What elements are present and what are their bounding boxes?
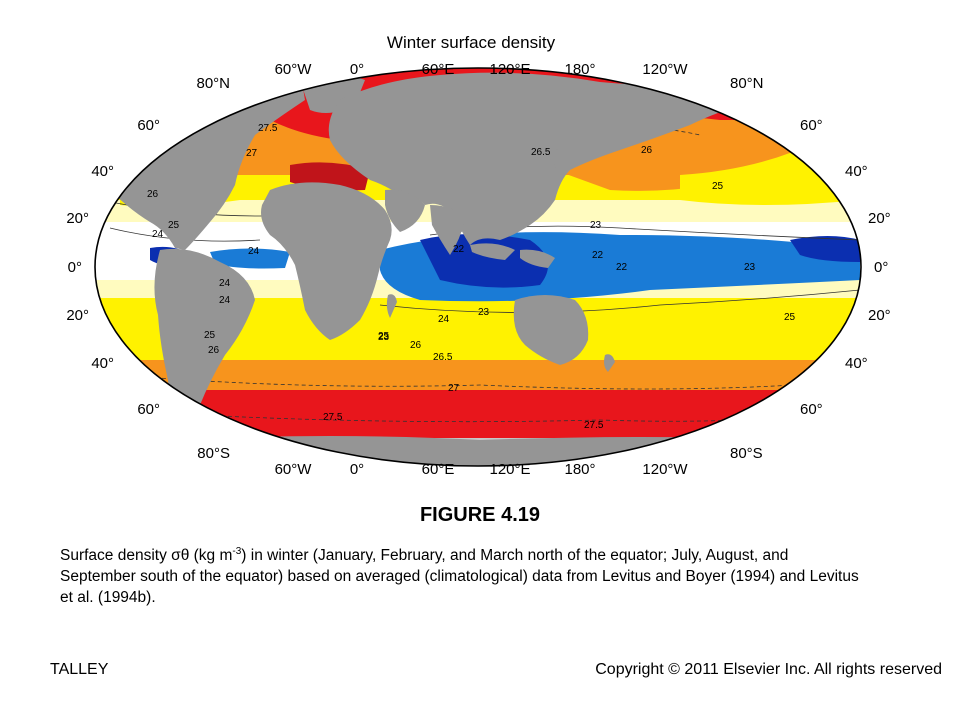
lon-label: 60°E — [422, 61, 455, 78]
contour-label: 24 — [152, 229, 164, 240]
world-density-map: Winter surface density — [66, 33, 891, 478]
contour-label: 25 — [784, 312, 796, 323]
lat-label: 20° — [868, 210, 891, 227]
lat-label: 40° — [845, 163, 868, 180]
contour-label: 27 — [246, 148, 258, 159]
contour-label: 24 — [438, 314, 450, 325]
contour-label: 27.5 — [584, 420, 604, 431]
lat-label: 80°S — [730, 445, 763, 462]
contour-label: 27.5 — [323, 412, 343, 423]
lon-label: 120°E — [489, 461, 530, 478]
lat-label: 0° — [874, 259, 888, 276]
caption-superscript: -3 — [232, 546, 242, 557]
contour-label: 27 — [448, 383, 460, 394]
lon-label: 120°W — [642, 61, 688, 78]
lon-label: 120°E — [489, 61, 530, 78]
contour-label: 23 — [744, 262, 756, 273]
contour-label: 23 — [478, 307, 490, 318]
figure-number: FIGURE 4.19 — [419, 504, 541, 526]
contour-label: 22 — [592, 250, 604, 261]
lat-label: 20° — [66, 307, 89, 324]
footer-copyright: Copyright © 2011 Elsevier Inc. All right… — [595, 661, 942, 678]
contour-label: 25 — [378, 331, 390, 342]
lat-label: 40° — [91, 163, 114, 180]
contour-label: 26.5 — [433, 352, 453, 363]
contour-label: 22 — [453, 244, 465, 255]
lon-label: 60°W — [275, 61, 313, 78]
lat-labels-left: 80°N 60° 40° 20° 0° 20° 40° 60° 80°S — [66, 75, 230, 462]
contour-label: 25 — [712, 181, 724, 192]
ocean-density-field — [95, 68, 861, 466]
caption-text-end: ) in winter (January, February, and Marc… — [60, 547, 859, 607]
map-title: Winter surface density — [387, 33, 556, 52]
lat-label: 60° — [137, 401, 160, 418]
contour-label: 26 — [208, 345, 220, 356]
lon-labels-bottom: 60°W 0° 60°E 120°E 180° 120°W — [275, 461, 689, 478]
lat-label: 60° — [137, 117, 160, 134]
lat-label: 80°N — [196, 75, 230, 92]
map-frame — [94, 67, 862, 467]
contour-label: 25 — [204, 330, 216, 341]
figure-caption: Surface density σθ (kg m-3) in winter (J… — [60, 541, 860, 608]
lat-label: 80°S — [197, 445, 230, 462]
lon-label: 60°E — [422, 461, 455, 478]
contour-label: 26 — [641, 145, 653, 156]
lat-label: 20° — [66, 210, 89, 227]
contour-labels: 27.5 27 26 25 24 23 22 26.5 26 25 23 24 … — [147, 123, 796, 431]
contour-label: 27.5 — [258, 123, 278, 134]
contour-label: 23 — [378, 332, 390, 343]
contour-label: 24 — [248, 246, 260, 257]
contour-label: 26 — [410, 340, 422, 351]
contour-label: 22 — [616, 262, 628, 273]
lat-label: 80°N — [730, 75, 764, 92]
caption-text-start: Surface density σθ (kg m — [60, 547, 233, 565]
lon-label: 120°W — [642, 461, 688, 478]
lon-label: 0° — [350, 461, 364, 478]
lon-label: 180° — [564, 461, 595, 478]
contour-label: 24 — [219, 278, 231, 289]
footer-author: TALLEY — [50, 661, 109, 678]
lat-label: 60° — [800, 401, 823, 418]
lat-labels-right: 80°N 60° 40° 20° 0° 20° 40° 60° 80°S — [730, 75, 891, 462]
lon-label: 0° — [350, 61, 364, 78]
lat-label: 20° — [868, 307, 891, 324]
lon-label: 60°W — [275, 461, 313, 478]
lat-label: 40° — [91, 355, 114, 372]
contour-label: 26.5 — [531, 147, 551, 158]
lat-label: 60° — [800, 117, 823, 134]
contour-label: 26 — [147, 189, 159, 200]
contour-label: 24 — [219, 295, 231, 306]
lat-label: 40° — [845, 355, 868, 372]
lon-labels-top: 60°W 0° 60°E 120°E 180° 120°W — [275, 61, 689, 78]
lat-label: 0° — [68, 259, 82, 276]
lon-label: 180° — [564, 61, 595, 78]
contour-label: 23 — [590, 220, 602, 231]
contour-label: 25 — [168, 220, 180, 231]
